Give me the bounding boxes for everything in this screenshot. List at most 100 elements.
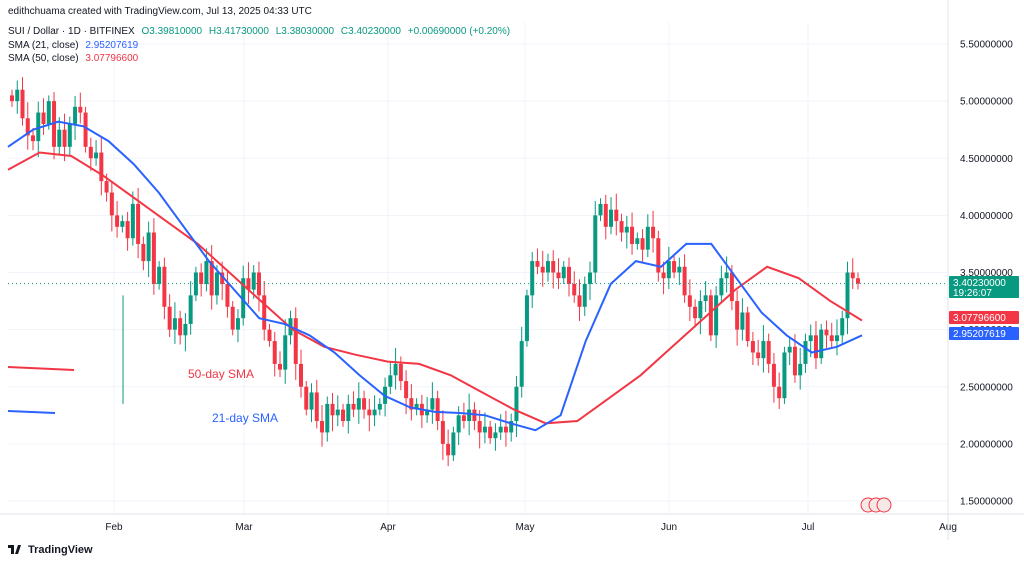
candle-body[interactable] xyxy=(404,381,409,399)
candle-body[interactable] xyxy=(635,238,640,244)
candle-body[interactable] xyxy=(509,421,514,433)
candle-body[interactable] xyxy=(178,318,183,336)
candle-body[interactable] xyxy=(309,392,314,410)
candle-body[interactable] xyxy=(125,221,130,239)
candle-body[interactable] xyxy=(209,261,214,296)
candle-body[interactable] xyxy=(551,261,556,273)
candle-body[interactable] xyxy=(477,421,482,433)
candle-body[interactable] xyxy=(267,329,272,342)
candle-body[interactable] xyxy=(582,283,587,307)
candle-body[interactable] xyxy=(677,266,682,273)
candle-body[interactable] xyxy=(25,118,30,136)
candle-body[interactable] xyxy=(498,426,503,433)
candle-body[interactable] xyxy=(10,95,14,102)
candle-body[interactable] xyxy=(803,341,808,364)
candle-body[interactable] xyxy=(488,426,493,439)
candle-body[interactable] xyxy=(813,335,818,359)
candle-body[interactable] xyxy=(845,272,850,319)
candle-body[interactable] xyxy=(277,363,282,370)
candle-body[interactable] xyxy=(235,318,240,330)
candle-body[interactable] xyxy=(73,106,78,124)
candle-body[interactable] xyxy=(519,341,524,387)
candle-body[interactable] xyxy=(67,123,72,147)
candle-body[interactable] xyxy=(530,261,535,296)
candle-body[interactable] xyxy=(829,335,834,342)
candle-body[interactable] xyxy=(41,112,46,124)
candle-body[interactable] xyxy=(540,266,545,273)
event-flag-icon[interactable] xyxy=(876,497,892,513)
candle-body[interactable] xyxy=(588,272,593,284)
candle-body[interactable] xyxy=(808,335,813,342)
candle-body[interactable] xyxy=(666,261,671,279)
candle-body[interactable] xyxy=(120,221,125,227)
candle-body[interactable] xyxy=(461,415,466,422)
sma50-legend[interactable]: SMA (50, close) 3.07796600 xyxy=(8,53,142,64)
candle-body[interactable] xyxy=(15,89,20,102)
candle-body[interactable] xyxy=(856,278,860,284)
candle-body[interactable] xyxy=(241,278,246,319)
candle-body[interactable] xyxy=(146,232,151,262)
candle-body[interactable] xyxy=(115,215,120,227)
candle-body[interactable] xyxy=(572,283,577,296)
candle-body[interactable] xyxy=(792,346,797,376)
candle-body[interactable] xyxy=(693,306,698,319)
candle-body[interactable] xyxy=(735,301,740,330)
candle-body[interactable] xyxy=(651,226,656,239)
candle-body[interactable] xyxy=(524,295,529,342)
candle-body[interactable] xyxy=(31,135,36,142)
candle-body[interactable] xyxy=(682,266,687,296)
candle-body[interactable] xyxy=(430,398,435,410)
candle-body[interactable] xyxy=(840,318,845,336)
candle-body[interactable] xyxy=(256,272,261,296)
candle-body[interactable] xyxy=(761,341,766,359)
candle-body[interactable] xyxy=(183,323,188,336)
candle-body[interactable] xyxy=(335,409,340,416)
candle-body[interactable] xyxy=(756,352,761,359)
tradingview-logo[interactable]: TradingView xyxy=(8,544,93,556)
candle-body[interactable] xyxy=(640,238,645,250)
candle-body[interactable] xyxy=(362,398,367,410)
candle-body[interactable] xyxy=(593,215,598,273)
candle-body[interactable] xyxy=(493,432,498,439)
candle-body[interactable] xyxy=(719,278,724,296)
candle-body[interactable] xyxy=(346,403,351,422)
candle-body[interactable] xyxy=(320,421,325,433)
candle-body[interactable] xyxy=(299,363,304,387)
candle-body[interactable] xyxy=(766,341,771,364)
candle-body[interactable] xyxy=(777,386,782,399)
candle-body[interactable] xyxy=(162,266,167,307)
candle-body[interactable] xyxy=(819,329,824,359)
candle-body[interactable] xyxy=(535,261,540,267)
candle-body[interactable] xyxy=(740,312,745,330)
candle-body[interactable] xyxy=(99,152,104,182)
candle-body[interactable] xyxy=(314,392,319,422)
candle-body[interactable] xyxy=(341,409,346,422)
candle-body[interactable] xyxy=(566,266,571,284)
candle-body[interactable] xyxy=(609,209,614,227)
candle-body[interactable] xyxy=(482,426,487,433)
candle-body[interactable] xyxy=(272,341,277,364)
candle-body[interactable] xyxy=(619,221,624,233)
candle-body[interactable] xyxy=(414,403,419,410)
candle-body[interactable] xyxy=(57,129,62,147)
candle-body[interactable] xyxy=(645,226,650,250)
candle-body[interactable] xyxy=(262,295,267,330)
candle-body[interactable] xyxy=(172,318,177,330)
candle-body[interactable] xyxy=(624,226,629,233)
candle-body[interactable] xyxy=(630,226,635,244)
candle-body[interactable] xyxy=(283,335,288,370)
candle-body[interactable] xyxy=(193,272,198,296)
candle-body[interactable] xyxy=(425,409,430,416)
candle-body[interactable] xyxy=(435,398,440,422)
candle-body[interactable] xyxy=(687,295,692,307)
candle-body[interactable] xyxy=(220,272,225,284)
candle-body[interactable] xyxy=(545,261,550,273)
candle-body[interactable] xyxy=(503,426,508,433)
sma21-line[interactable] xyxy=(7,120,863,432)
candle-body[interactable] xyxy=(661,272,666,279)
candle-body[interactable] xyxy=(451,432,456,456)
candle-body[interactable] xyxy=(556,272,561,279)
candle-body[interactable] xyxy=(199,272,204,284)
candle-body[interactable] xyxy=(398,363,403,382)
